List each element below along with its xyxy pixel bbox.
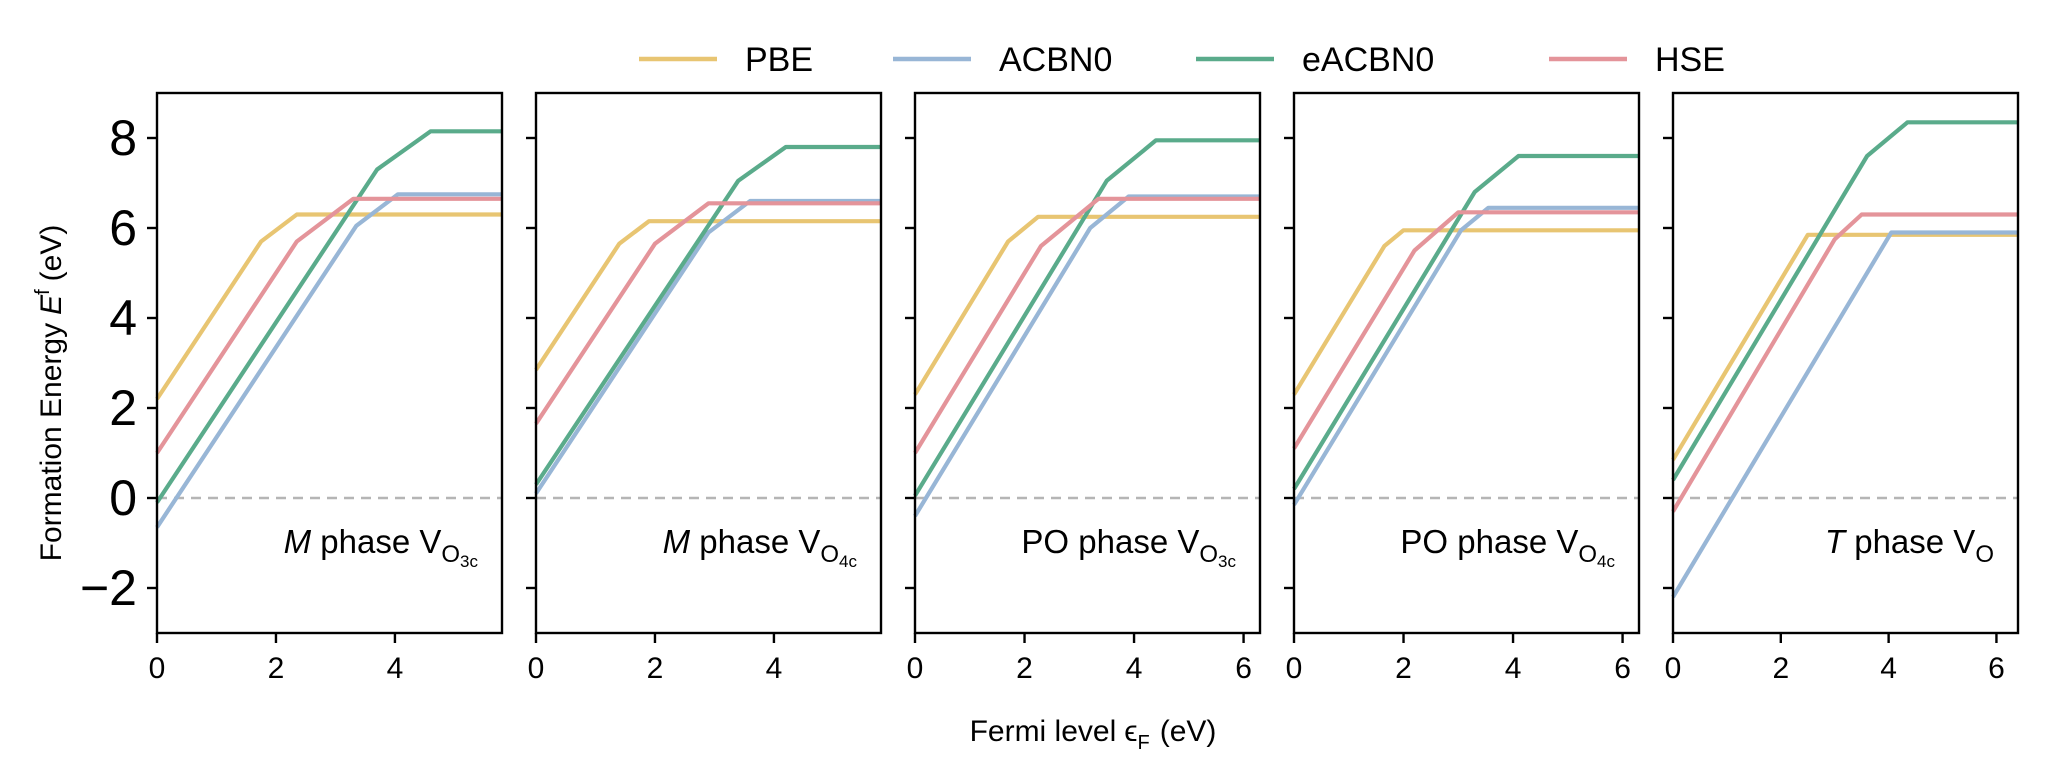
plot-frame xyxy=(155,91,504,635)
x-tick-label: 0 xyxy=(528,652,545,685)
y-tick-label: 8 xyxy=(109,110,137,166)
y-axis-label-unit: (eV) xyxy=(35,225,68,282)
panel-label: M phase VO3c xyxy=(284,523,479,571)
x-axis-label-symbol: ϵ xyxy=(1124,715,1137,748)
x-tick-label: 0 xyxy=(1665,652,1682,685)
panel-4: 0 2 4 6 PO phase VO4c xyxy=(1284,91,1641,685)
x-tick-label: 4 xyxy=(766,652,783,685)
x-tick-label: 0 xyxy=(149,652,166,685)
x-tick-label: 6 xyxy=(1988,652,2005,685)
panel-label-subscript: O xyxy=(820,541,839,568)
legend-label-acbn0: ACBN0 xyxy=(999,41,1112,79)
series-line-acbn0 xyxy=(1292,205,1639,506)
plot-frame xyxy=(913,91,1262,635)
series-line-pbe xyxy=(1671,232,2018,461)
panel-label-text: phase V xyxy=(690,523,820,560)
series-line-hse xyxy=(1671,212,2018,513)
x-tick-label: 2 xyxy=(268,652,285,685)
legend-entry-pbe: PBE xyxy=(639,41,813,79)
series-line-eacbn0 xyxy=(155,129,502,504)
panel-label-italic: M xyxy=(284,523,312,560)
x-axis-label-subscript: F xyxy=(1138,732,1150,754)
series-line-eacbn0 xyxy=(534,144,881,486)
panel-label: PO phase VO3c xyxy=(1021,523,1236,571)
panel-label-text: phase V xyxy=(1845,523,1975,560)
series-line-acbn0 xyxy=(534,198,881,495)
y-tick-label: 0 xyxy=(109,470,137,526)
x-tick-label: 0 xyxy=(1286,652,1303,685)
series-line-pbe xyxy=(1292,228,1639,396)
x-tick-label: 4 xyxy=(387,652,404,685)
y-axis-label-text: Formation Energy xyxy=(35,323,68,561)
x-tick-label: 4 xyxy=(1126,652,1143,685)
y-axis-label-superscript: f xyxy=(32,289,54,295)
series-line-hse xyxy=(1292,210,1639,450)
panel-label: T phase VO xyxy=(1825,523,1994,568)
x-tick-label: 4 xyxy=(1505,652,1522,685)
panel-label-subsubscript: 3c xyxy=(460,552,478,571)
x-tick-label: 2 xyxy=(1772,652,1789,685)
series-line-hse xyxy=(155,196,502,455)
x-axis-label-unit: (eV) xyxy=(1160,715,1217,748)
x-tick-label: 4 xyxy=(1880,652,1897,685)
series-line-hse xyxy=(913,196,1260,455)
series-line-acbn0 xyxy=(913,194,1260,518)
panel-label-text: phase V xyxy=(311,523,441,560)
legend-label-eacbn0: eACBN0 xyxy=(1302,41,1434,79)
panel-3: 0 2 4 6 PO phase VO3c xyxy=(905,91,1262,685)
legend-entry-eacbn0: eACBN0 xyxy=(1196,41,1434,79)
panel-label: M phase VO4c xyxy=(663,523,858,571)
series-line-eacbn0 xyxy=(1292,153,1639,491)
panel-label-subscript: O xyxy=(1578,541,1597,568)
panel-label-subscript: O xyxy=(1975,541,1994,568)
y-tick-label: 4 xyxy=(109,290,137,346)
x-tick-label: 0 xyxy=(907,652,924,685)
x-tick-label: 6 xyxy=(1614,652,1631,685)
plot-frame xyxy=(1671,91,2020,635)
panel-label-subscript: O xyxy=(1199,541,1218,568)
y-tick-label: 2 xyxy=(109,380,137,436)
panel-label-italic: T xyxy=(1825,523,1848,560)
series-line-eacbn0 xyxy=(1671,120,2018,482)
series-line-acbn0 xyxy=(155,192,502,529)
panel-label-italic: M xyxy=(663,523,691,560)
panel-label-subsubscript: 3c xyxy=(1218,552,1236,571)
plot-frame xyxy=(1292,91,1641,635)
y-tick-label: 6 xyxy=(109,200,137,256)
panel-1: −2 0 2 4 6 8 0 2 4 M phase VO3c xyxy=(80,91,504,685)
series-line-pbe xyxy=(155,212,502,401)
y-axis-label-symbol: E xyxy=(35,294,68,315)
x-tick-label: 6 xyxy=(1235,652,1252,685)
x-axis-label-text: Fermi level xyxy=(970,715,1117,748)
x-tick-label: 2 xyxy=(1395,652,1412,685)
x-tick-label: 2 xyxy=(1016,652,1033,685)
plot-frame xyxy=(534,91,883,635)
panel-2: 0 2 4 M phase VO4c xyxy=(526,91,883,685)
panel-label-subsubscript: 4c xyxy=(839,552,857,571)
series-line-pbe xyxy=(913,214,1260,396)
panel-label-subscript: O xyxy=(441,541,460,568)
series-line-hse xyxy=(534,201,881,425)
panel-label-text: PO phase V xyxy=(1400,523,1578,560)
legend-label-hse: HSE xyxy=(1655,41,1725,79)
series-line-acbn0 xyxy=(1671,230,2018,599)
series-line-eacbn0 xyxy=(913,138,1260,497)
panel-label-text: PO phase V xyxy=(1021,523,1199,560)
legend-entry-acbn0: ACBN0 xyxy=(893,41,1112,79)
x-tick-label: 2 xyxy=(647,652,664,685)
legend-entry-hse: HSE xyxy=(1549,41,1725,79)
legend: PBE ACBN0 eACBN0 HSE xyxy=(639,41,1725,79)
y-tick-label: −2 xyxy=(80,560,137,616)
y-axis-label: Formation Energy Ef (eV) xyxy=(32,225,68,562)
legend-label-pbe: PBE xyxy=(745,41,813,79)
panel-5: 0 2 4 6 T phase VO xyxy=(1663,91,2020,685)
series-line-pbe xyxy=(534,219,881,371)
panel-label: PO phase VO4c xyxy=(1400,523,1615,571)
x-axis-label: Fermi level ϵF (eV) xyxy=(970,715,1217,754)
panel-label-subsubscript: 4c xyxy=(1597,552,1615,571)
